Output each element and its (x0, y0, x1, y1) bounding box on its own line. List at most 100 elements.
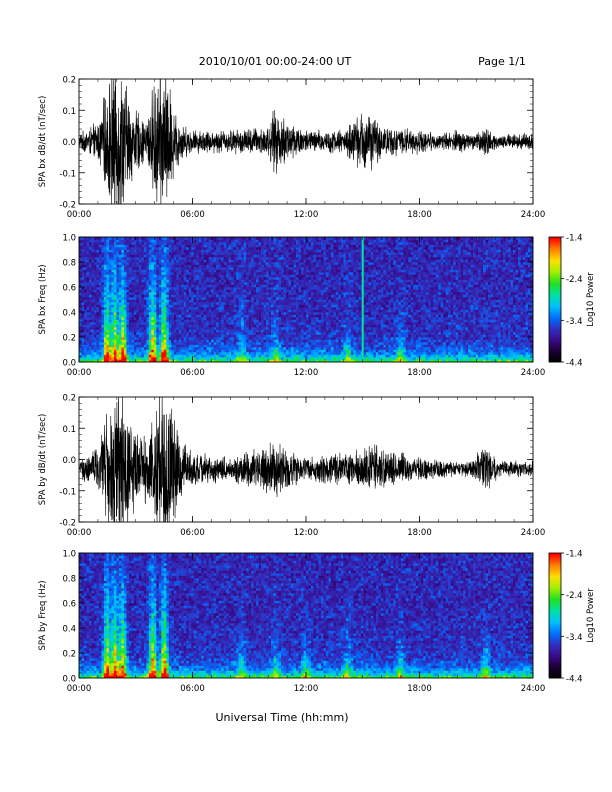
spectrogram-cell (271, 237, 274, 240)
spectrogram-cell (313, 317, 317, 320)
spectrogram-cell (293, 294, 297, 298)
spectrogram-cell (183, 342, 187, 345)
spectrogram-cell (133, 294, 137, 298)
spectrogram-cell (216, 292, 219, 295)
spectrogram-cell (271, 254, 274, 258)
spectrogram-cell (113, 349, 117, 353)
spectrogram-cell (128, 299, 132, 303)
spectrogram-cell (161, 314, 165, 318)
spectrogram-cell (186, 337, 190, 340)
spectrogram-cell (291, 274, 294, 278)
spectrogram-cell (236, 329, 239, 333)
spectrogram-cell (148, 259, 152, 263)
spectrogram-cell (116, 314, 120, 318)
spectrogram-cell (106, 294, 110, 298)
spectrogram-cell (98, 247, 102, 250)
spectrogram-cell (293, 242, 297, 245)
spectrogram-cell (101, 314, 105, 318)
spectrogram-cell (133, 344, 137, 348)
spectrogram-cell (203, 274, 207, 278)
spectrogram-cell (111, 312, 115, 315)
spectrogram-cell (273, 312, 277, 315)
spectrogram-cell (156, 272, 160, 275)
spectrogram-cell (156, 297, 160, 300)
spectrogram-cell (133, 352, 137, 355)
spectrogram-cell (248, 344, 252, 348)
spectrogram-cell (211, 279, 214, 283)
spectrogram-cell (176, 257, 180, 260)
spectrogram-cell (281, 259, 284, 263)
spectrogram-cell (278, 272, 282, 275)
spectrogram-cell (126, 292, 130, 295)
spectrogram-cell (233, 322, 237, 325)
spectrogram-cell (193, 299, 197, 303)
spectrogram-cell (198, 319, 202, 323)
spectrogram-cell (258, 357, 262, 360)
spectrogram-cell (286, 324, 289, 328)
spectrogram-cell (296, 317, 299, 320)
spectrogram-cell (243, 304, 247, 308)
spectrogram-cell (201, 322, 205, 325)
spectrogram-cell (181, 282, 185, 285)
spectrogram-cell (91, 239, 95, 243)
spectrogram-cell (226, 322, 229, 325)
spectrogram-cell (266, 249, 269, 253)
spectrogram-cell (183, 259, 187, 263)
spectrogram-cell (143, 247, 147, 250)
spectrogram-cell (213, 267, 217, 270)
spectrogram-cell (213, 319, 217, 323)
spectrogram-cell (286, 352, 289, 355)
spectrogram-cell (231, 322, 234, 325)
spectrogram-cell (318, 302, 322, 305)
spectrogram-cell (238, 322, 242, 325)
spectrogram-cell (278, 329, 282, 333)
spectrogram-cell (273, 297, 277, 300)
spectrogram-cell (253, 297, 257, 300)
spectrogram-cell (153, 322, 157, 325)
spectrogram-cell (93, 297, 97, 300)
spectrogram-cell (193, 237, 197, 240)
spectrogram-cell (318, 287, 322, 290)
spectrogram-cell (79, 344, 82, 348)
spectrogram-cell (248, 337, 252, 340)
spectrogram-cell (298, 299, 302, 303)
spectrogram-cell (98, 337, 102, 340)
spectrogram-cell (273, 354, 277, 358)
spectrogram-cell (96, 279, 100, 283)
spectrogram-cell (251, 329, 254, 333)
spectrogram-cell (198, 314, 202, 318)
spectrogram-cell (221, 282, 224, 285)
spectrogram-cell (138, 309, 142, 313)
spectrogram-cell (93, 349, 97, 353)
spectrogram-cell (86, 279, 90, 283)
spectrogram-cell (161, 252, 165, 255)
spectrogram-cell (126, 344, 130, 348)
spectrogram-cell (136, 327, 140, 330)
spectrogram-cell (133, 249, 137, 253)
spectrogram-cell (243, 322, 247, 325)
spectrogram-cell (178, 294, 182, 298)
spectrogram-cell (261, 332, 264, 335)
spectrogram-cell (98, 244, 102, 248)
spectrogram-cell (193, 254, 197, 258)
spectrogram-cell (101, 247, 105, 250)
spectrogram-cell (131, 262, 135, 265)
spectrogram-cell (296, 237, 299, 240)
spectrogram-cell (281, 312, 284, 315)
spectrogram-cell (93, 239, 97, 243)
spectrogram-cell (88, 267, 92, 270)
spectrogram-cell (273, 237, 277, 240)
spectrogram-cell (168, 277, 172, 280)
spectrogram-cell (146, 324, 150, 328)
spectrogram-cell (118, 329, 122, 333)
spectrogram-cell (281, 237, 284, 240)
spectrogram-cell (208, 312, 212, 315)
spectrogram-cell (148, 314, 152, 318)
spectrogram-cell (118, 342, 122, 345)
spectrogram-cell (133, 302, 137, 305)
spectrogram-cell (93, 317, 97, 320)
spectrogram-cell (213, 272, 217, 275)
spectrogram-cell (79, 302, 82, 305)
spectrogram-cell (313, 329, 317, 333)
spectrogram-cell (178, 244, 182, 248)
